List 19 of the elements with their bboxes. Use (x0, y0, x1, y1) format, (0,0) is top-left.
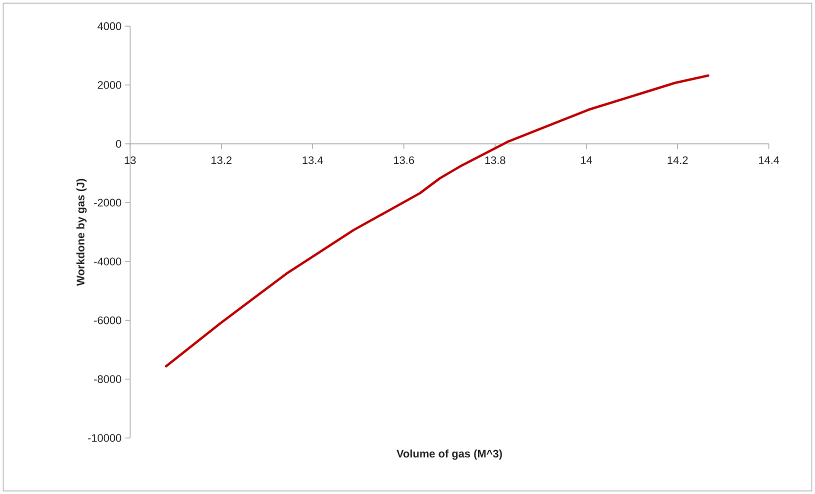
x-tick-label: 14 (581, 156, 592, 164)
y-tick-label: -10000 (88, 434, 122, 442)
y-tick-label: -6000 (94, 316, 122, 324)
y-tick-label: 2000 (98, 81, 122, 89)
x-tick-label: 14.2 (668, 156, 688, 164)
y-tick-label: 4000 (98, 22, 122, 30)
x-tick-label: 13.6 (394, 156, 414, 164)
x-tick-label: 13.2 (212, 156, 232, 164)
x-tick-label: 14.4 (759, 156, 780, 164)
y-tick-label: 0 (116, 140, 122, 148)
line-series (164, 74, 710, 368)
y-axis-title: Workdone by gas (J) (76, 178, 87, 286)
x-axis-title: Volume of gas (M^3) (396, 449, 502, 460)
x-tick-label: 13.4 (302, 156, 323, 164)
y-tick-label: -4000 (94, 258, 122, 266)
y-tick-label: -8000 (94, 375, 122, 383)
x-tick-label: 13.8 (485, 156, 506, 164)
x-tick-label: 13 (124, 156, 136, 164)
y-tick-label: -2000 (94, 198, 122, 206)
